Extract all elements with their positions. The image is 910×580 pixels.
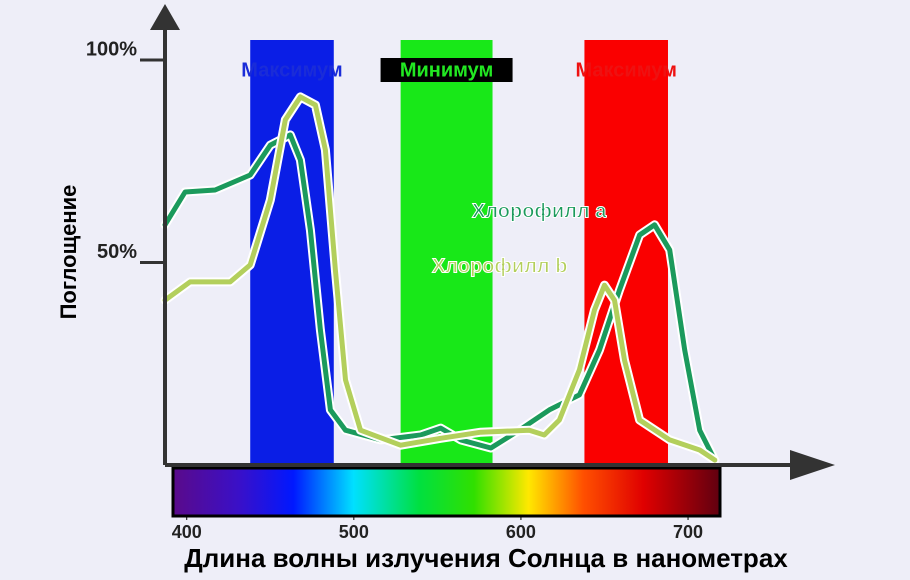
y-axis-label: Поглощение (56, 185, 81, 320)
series-label: Хлорофилл a (472, 200, 607, 222)
y-tick-label: 50% (97, 241, 137, 263)
series-label: Хлорофилл b (432, 255, 567, 277)
x-tick-label: 500 (339, 522, 369, 542)
x-tick-label: 700 (673, 522, 703, 542)
band-label: Минимум (400, 59, 494, 81)
band (584, 40, 668, 463)
band-label-bg (380, 58, 513, 82)
y-arrow (150, 4, 180, 30)
x-tick-label: 600 (506, 522, 536, 542)
x-tick-label: 400 (172, 522, 202, 542)
y-tick-label: 100% (86, 38, 137, 60)
spectrum-bar (171, 466, 722, 518)
line (162, 94, 718, 463)
x-axis-label: Длина волны излучения Солнца в нанометра… (184, 543, 788, 573)
x-arrow (790, 450, 835, 480)
band-label: Максимум (241, 59, 342, 81)
band-label: Максимум (576, 59, 677, 81)
band (400, 40, 493, 463)
